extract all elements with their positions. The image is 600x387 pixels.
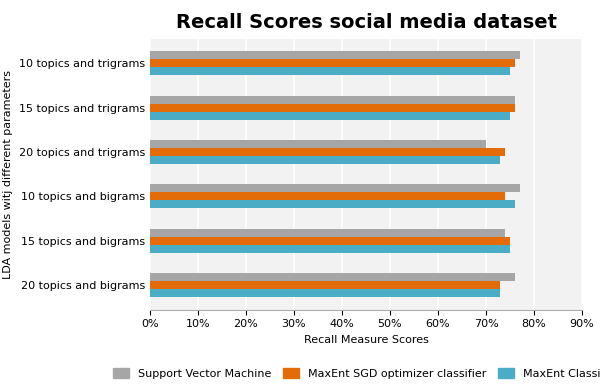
Bar bbox=[150, 104, 515, 111]
Bar bbox=[150, 192, 505, 200]
Y-axis label: LDA models witj different parameters: LDA models witj different parameters bbox=[4, 70, 13, 279]
Bar bbox=[150, 184, 520, 192]
Bar bbox=[150, 140, 486, 148]
Legend: Support Vector Machine, MaxEnt SGD optimizer classifier, MaxEnt Classifier: Support Vector Machine, MaxEnt SGD optim… bbox=[108, 364, 600, 383]
X-axis label: Recall Measure Scores: Recall Measure Scores bbox=[304, 335, 428, 345]
Bar bbox=[150, 156, 500, 164]
Title: Recall Scores social media dataset: Recall Scores social media dataset bbox=[176, 13, 557, 32]
Bar bbox=[150, 281, 500, 289]
Bar bbox=[150, 148, 505, 156]
Bar bbox=[150, 289, 500, 297]
Bar bbox=[150, 111, 510, 120]
Bar bbox=[150, 200, 515, 208]
Bar bbox=[150, 51, 520, 59]
Bar bbox=[150, 237, 510, 245]
Bar bbox=[150, 59, 515, 67]
Bar bbox=[150, 245, 510, 253]
Bar bbox=[150, 96, 515, 104]
Bar bbox=[150, 273, 515, 281]
Bar bbox=[150, 229, 505, 237]
Bar bbox=[150, 67, 510, 75]
